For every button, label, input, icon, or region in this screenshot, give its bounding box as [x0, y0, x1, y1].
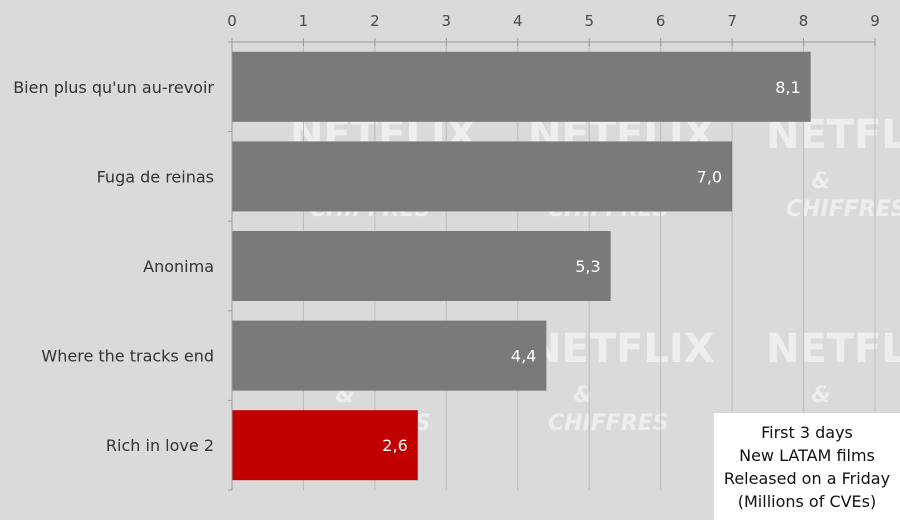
x-tick-label: 8 [799, 12, 809, 30]
bar [232, 141, 733, 212]
x-tick-label: 3 [442, 12, 452, 30]
data-label: 8,1 [775, 78, 800, 97]
x-tick-label: 0 [227, 12, 237, 30]
x-tick-label: 1 [299, 12, 309, 30]
x-tick-label: 5 [584, 12, 594, 30]
watermark-sub: CHIFFRES [548, 411, 669, 436]
data-label: 7,0 [697, 167, 722, 186]
watermark-ampersand: & [811, 383, 830, 408]
bar [232, 320, 547, 391]
watermark-sub: CHIFFRES [786, 197, 900, 222]
watermark-brand: NETFLIX [766, 326, 900, 372]
watermark-ampersand: & [811, 169, 830, 194]
caption-line-3: Released on a Friday [723, 468, 891, 488]
watermark-brand: NETFLIX [528, 326, 715, 372]
caption-line-1: First 3 days [761, 422, 853, 442]
x-tick-label: 4 [513, 12, 523, 30]
x-tick-label: 7 [727, 12, 737, 30]
data-label: 5,3 [575, 257, 600, 276]
category-label: Bien plus qu'un au-revoir [13, 78, 214, 97]
caption-line-4: (Millions of CVEs) [737, 491, 877, 511]
x-tick-label: 6 [656, 12, 666, 30]
data-label: 4,4 [511, 347, 536, 366]
bar [232, 231, 611, 301]
caption-line-2: New LATAM films [739, 445, 875, 465]
category-label: Anonima [143, 257, 214, 276]
bar [232, 51, 811, 122]
category-label: Rich in love 2 [106, 436, 214, 455]
category-label: Where the tracks end [41, 347, 214, 366]
watermark-ampersand: & [573, 383, 592, 408]
chart-caption-box: First 3 days New LATAM films Released on… [714, 413, 900, 520]
bar [232, 410, 418, 481]
category-label: Fuga de reinas [97, 167, 214, 186]
x-tick-label: 9 [870, 12, 880, 30]
data-label: 2,6 [382, 436, 407, 455]
x-tick-label: 2 [370, 12, 380, 30]
